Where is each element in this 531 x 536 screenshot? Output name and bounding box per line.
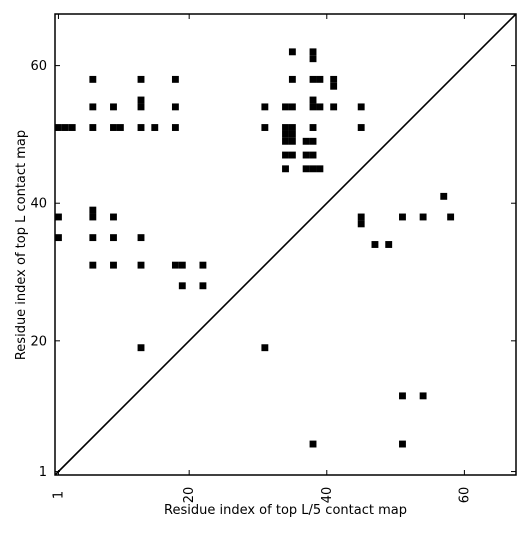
upper-cell-23 [330,103,338,111]
upper-cell-18 [261,103,269,111]
upper-cell-11 [288,124,296,131]
upper-cell-10 [282,124,289,131]
lower-cell-6 [440,192,448,200]
upper-cell-55 [110,213,117,221]
upper-cell-60 [89,261,97,269]
cells-layer [55,48,455,448]
upper-cell-38 [282,130,289,138]
upper-cell-6 [137,124,145,131]
upper-cell-37 [288,48,296,56]
lower-cell-9 [419,392,427,400]
lower-cell-8 [399,392,406,400]
lower-cell-0 [357,220,365,228]
upper-cell-15 [110,103,117,111]
upper-cell-56 [55,234,62,242]
upper-cell-48 [282,165,289,173]
y-tick-label-3: 60 [30,59,47,74]
x-tick-label-1: 20 [182,487,197,504]
lower-cell-3 [385,241,393,248]
upper-cell-16 [137,103,145,111]
upper-cell-31 [309,75,317,83]
upper-cell-45 [288,151,296,159]
upper-cell-62 [137,261,145,269]
upper-cell-66 [178,282,186,290]
upper-cell-42 [302,137,310,145]
upper-cell-67 [199,282,207,290]
upper-cell-3 [89,124,97,131]
upper-cell-65 [199,261,207,269]
upper-cell-20 [288,103,296,111]
upper-cell-33 [330,75,338,83]
ticks-layer: 1 20 40 60 1 20 40 60 [30,14,516,503]
lower-cell-1 [357,213,365,221]
upper-cell-34 [330,82,338,90]
lower-cell-11 [399,440,406,448]
lower-cell-4 [399,213,406,221]
upper-cell-36 [309,48,317,56]
upper-cell-19 [282,103,289,111]
upper-cell-25 [137,96,145,104]
y-tick-label-2: 40 [30,197,47,212]
upper-cell-59 [137,234,145,242]
lower-cell-7 [447,213,455,221]
upper-cell-12 [309,124,317,131]
lower-cell-10 [309,440,317,448]
y-tick-label-1: 20 [30,334,47,349]
upper-cell-41 [282,137,289,145]
upper-cell-13 [357,124,365,131]
upper-cell-26 [309,96,317,104]
upper-cell-69 [261,344,269,352]
y-axis-title: Residue index of top L contact map [14,130,29,360]
upper-cell-40 [288,137,296,145]
upper-cell-27 [89,75,97,83]
upper-cell-9 [261,124,269,131]
upper-cell-32 [316,75,324,83]
upper-cell-17 [171,103,179,111]
upper-cell-2 [68,124,76,131]
upper-cell-43 [309,137,317,145]
upper-cell-54 [89,206,97,214]
x-tick-label-0: 1 [51,491,66,499]
y-tick-label-0: 1 [39,465,47,480]
upper-cell-14 [89,103,97,111]
upper-cell-68 [137,344,145,352]
lower-cell-5 [419,213,427,221]
upper-cell-63 [171,261,179,269]
upper-cell-4 [110,124,117,131]
upper-cell-49 [302,165,310,173]
upper-cell-57 [89,234,97,242]
upper-cell-21 [309,103,317,111]
upper-cell-44 [282,151,289,159]
x-tick-label-2: 40 [320,487,335,504]
upper-cell-0 [55,124,62,131]
plot-frame [54,13,517,476]
upper-cell-50 [309,165,317,173]
upper-cell-24 [357,103,365,111]
upper-cell-8 [171,124,179,131]
upper-cell-5 [116,124,124,131]
upper-cell-7 [151,124,159,131]
upper-cell-1 [61,124,69,131]
upper-cell-58 [110,234,117,242]
upper-cell-64 [178,261,186,269]
x-tick-label-3: 60 [457,487,472,504]
upper-cell-29 [171,75,179,83]
upper-cell-35 [309,55,317,63]
upper-cell-47 [309,151,317,159]
lower-cell-2 [371,241,379,248]
upper-cell-30 [288,75,296,83]
upper-cell-28 [137,75,145,83]
upper-cell-39 [288,130,296,138]
upper-cell-52 [55,213,62,221]
upper-cell-53 [89,213,97,221]
upper-cell-51 [316,165,324,173]
upper-cell-46 [302,151,310,159]
x-axis-title: Residue index of top L/5 contact map [164,503,407,518]
upper-cell-22 [316,103,324,111]
diagonal-line [54,13,517,476]
upper-cell-61 [110,261,117,269]
